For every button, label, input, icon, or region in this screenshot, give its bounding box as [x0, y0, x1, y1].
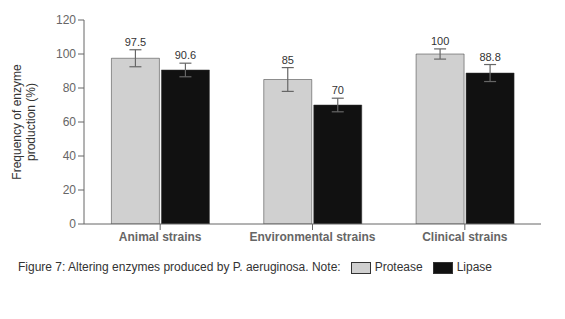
svg-text:90.6: 90.6	[175, 49, 196, 61]
svg-text:Animal strains: Animal strains	[119, 230, 202, 244]
html-text:Protease: Protease	[374, 260, 423, 274]
svg-text:Frequency of enzymeproduction: Frequency of enzymeproduction (%)	[10, 64, 38, 180]
svg-text:97.5: 97.5	[125, 36, 146, 48]
svg-text:85: 85	[282, 54, 294, 66]
svg-text:60: 60	[63, 115, 77, 129]
svg-text:0: 0	[69, 217, 76, 231]
svg-text:Environmental strains: Environmental strains	[249, 230, 375, 244]
svg-text:Clinical strains: Clinical strains	[422, 230, 508, 244]
svg-text:80: 80	[63, 81, 77, 95]
html-text:Lipase: Lipase	[456, 260, 492, 274]
svg-text:88.8: 88.8	[479, 51, 500, 63]
svg-text:100: 100	[431, 35, 449, 47]
svg-text:100: 100	[56, 47, 76, 61]
svg-text:40: 40	[63, 149, 77, 163]
svg-text:70: 70	[332, 84, 344, 96]
svg-text:120: 120	[56, 13, 76, 27]
svg-text:20: 20	[63, 183, 77, 197]
html-text:Figure 7: Altering enzymes pro: Figure 7: Altering enzymes produced by P…	[18, 260, 341, 274]
